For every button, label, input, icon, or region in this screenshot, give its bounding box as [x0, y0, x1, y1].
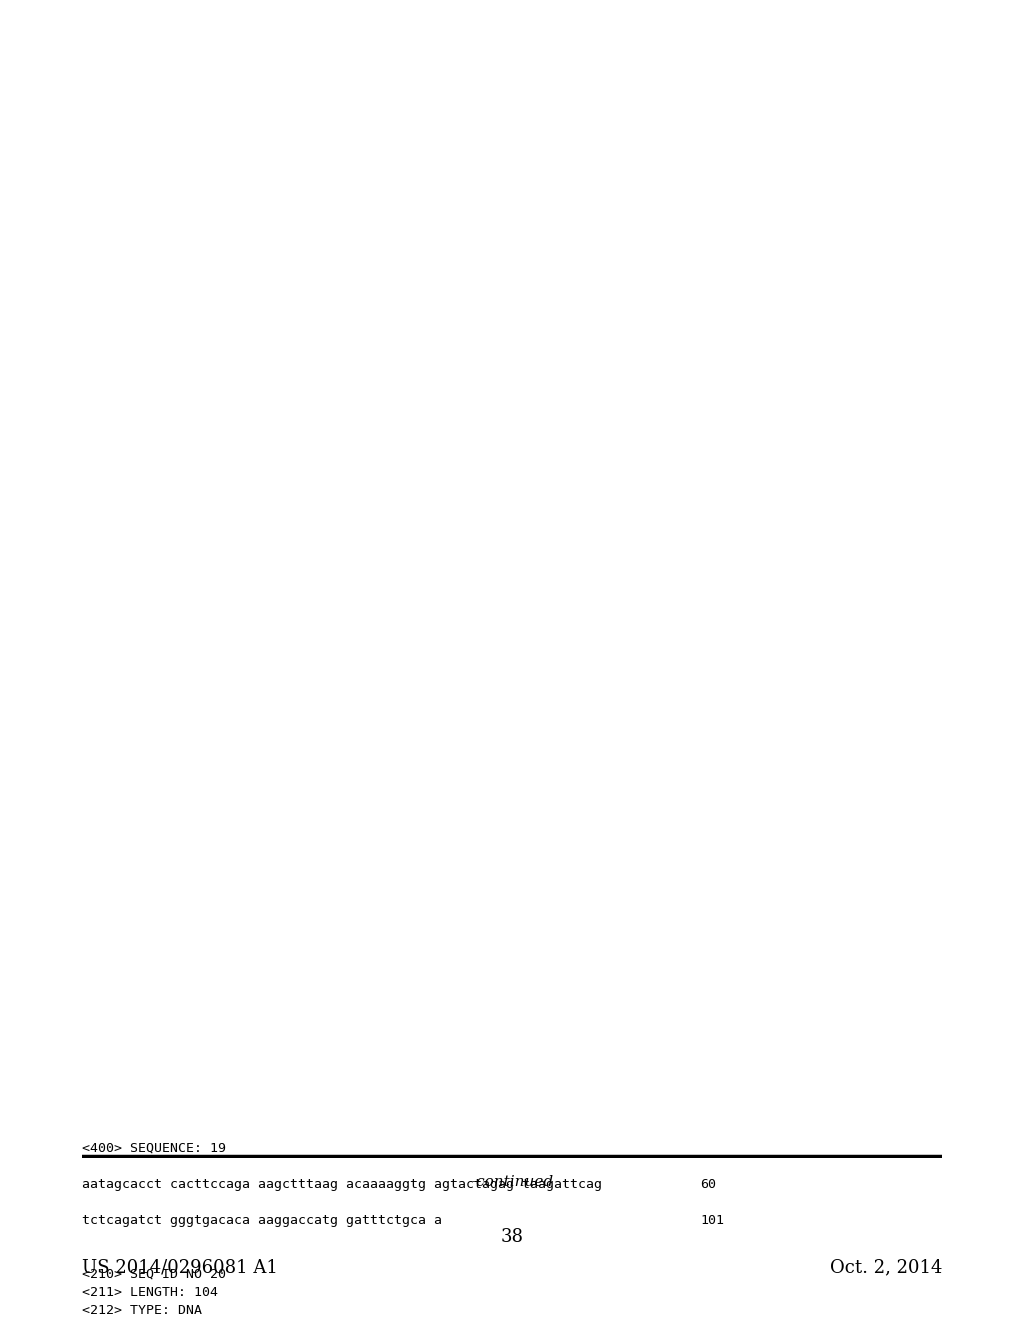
- Text: -continued: -continued: [471, 1175, 553, 1189]
- Text: Oct. 2, 2014: Oct. 2, 2014: [829, 1258, 942, 1276]
- Text: 60: 60: [700, 1177, 716, 1191]
- Text: 38: 38: [501, 1228, 523, 1246]
- Text: <211> LENGTH: 104: <211> LENGTH: 104: [82, 1286, 218, 1299]
- Text: <212> TYPE: DNA: <212> TYPE: DNA: [82, 1304, 202, 1317]
- Text: tctcagatct gggtgacaca aaggaccatg gatttctgca a: tctcagatct gggtgacaca aaggaccatg gatttct…: [82, 1214, 442, 1228]
- Text: US 2014/0296081 A1: US 2014/0296081 A1: [82, 1258, 278, 1276]
- Text: 101: 101: [700, 1214, 724, 1228]
- Text: <400> SEQUENCE: 19: <400> SEQUENCE: 19: [82, 1142, 226, 1155]
- Text: aatagcacct cacttccaga aagctttaag acaaaaggtg agtactagag taagattcag: aatagcacct cacttccaga aagctttaag acaaaag…: [82, 1177, 602, 1191]
- Text: <210> SEQ ID NO 20: <210> SEQ ID NO 20: [82, 1269, 226, 1280]
